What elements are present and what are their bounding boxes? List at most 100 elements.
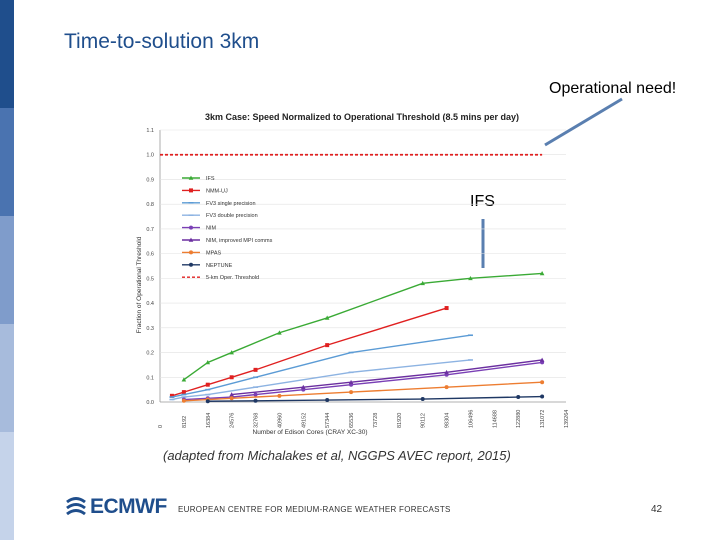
ecmwf-logo-text: ECMWF <box>90 495 167 518</box>
data-point <box>253 367 258 372</box>
x-tick-label: 24576 <box>230 413 236 428</box>
legend-entry: NIM, improved MPI comms <box>206 238 273 244</box>
data-point <box>325 343 330 348</box>
x-tick-label: 73728 <box>373 413 379 428</box>
legend-entry: NIM <box>206 226 217 232</box>
x-tick-label: 90112 <box>421 413 427 428</box>
x-tick-label: 122880 <box>516 410 522 428</box>
data-point <box>188 175 194 180</box>
x-tick-label: 98304 <box>445 413 451 428</box>
legend-entry: MPAS <box>206 250 222 256</box>
data-point <box>467 334 473 337</box>
data-point <box>205 399 210 404</box>
footer-organisation: EUROPEAN CENTRE FOR MEDIUM-RANGE WEATHER… <box>178 505 451 514</box>
data-point <box>349 390 354 395</box>
x-tick-label: 40960 <box>277 413 283 428</box>
y-tick-label: 0.2 <box>146 351 154 357</box>
data-point <box>540 380 545 385</box>
y-tick-label: 0.3 <box>146 326 154 332</box>
data-point <box>277 330 282 335</box>
data-point <box>444 369 449 375</box>
x-tick-label: 65536 <box>349 413 355 428</box>
y-tick-label: 0.6 <box>146 252 154 258</box>
x-tick-label: 106496 <box>468 410 474 428</box>
y-tick-label: 0.9 <box>146 177 154 183</box>
data-point <box>189 188 193 193</box>
ifs-callout: IFS <box>470 193 495 210</box>
data-point <box>300 384 306 389</box>
legend-entry: IFS <box>206 176 215 182</box>
data-point <box>205 393 211 396</box>
data-point <box>229 350 234 355</box>
data-point <box>444 306 449 311</box>
x-tick-label: 139264 <box>564 410 570 428</box>
data-point <box>205 382 210 387</box>
data-point <box>229 396 234 401</box>
data-point <box>348 379 354 385</box>
data-point <box>169 396 175 398</box>
x-tick-label: 16384 <box>206 413 212 428</box>
data-point <box>181 396 187 398</box>
data-point <box>181 398 186 403</box>
legend-entry: NMM-UJ <box>206 188 228 194</box>
y-tick-label: 0.7 <box>146 227 154 233</box>
data-point <box>205 360 211 365</box>
data-point <box>188 237 194 242</box>
data-point <box>348 351 354 354</box>
x-tick-label: 0 <box>158 425 164 428</box>
legend-entry: FV3 single precision <box>206 201 256 207</box>
chart-title: 3km Case: Speed Normalized to Operationa… <box>205 112 519 122</box>
slide-title: Time-to-solution 3km <box>64 30 260 53</box>
legend-entry: 5-km Oper. Threshold <box>206 275 259 281</box>
data-point <box>420 397 425 402</box>
ecmwf-logo-mark <box>66 497 86 516</box>
x-tick-label: 114688 <box>492 410 498 428</box>
data-point <box>181 393 187 396</box>
x-axis-label: Number of Edison Cores (CRAY XC-30) <box>253 429 368 436</box>
sidebar-segment <box>0 432 14 540</box>
data-point <box>253 398 258 403</box>
data-point <box>188 214 194 216</box>
data-point <box>420 280 426 286</box>
data-point <box>169 393 174 398</box>
sidebar-segment <box>0 324 14 432</box>
data-point <box>188 202 194 204</box>
data-point <box>253 392 258 397</box>
x-tick-label: 131072 <box>540 410 546 428</box>
y-tick-label: 0.0 <box>146 400 154 406</box>
data-point <box>229 375 234 380</box>
data-point <box>205 388 211 391</box>
data-point <box>539 357 545 362</box>
data-point <box>189 225 193 230</box>
series-line <box>183 272 543 381</box>
data-point <box>540 394 545 399</box>
data-point <box>189 250 193 255</box>
operational-need-arrow <box>544 97 623 147</box>
data-point <box>189 262 193 267</box>
legend-entry: FV3 double precision <box>206 213 258 219</box>
x-tick-label: 8192 <box>182 416 188 428</box>
data-point <box>539 271 545 276</box>
data-point <box>325 398 330 403</box>
data-point <box>229 392 234 397</box>
x-tick-label: 57344 <box>325 413 331 428</box>
y-tick-label: 0.5 <box>146 276 154 282</box>
x-tick-label: 49152 <box>301 413 307 428</box>
series-line <box>207 395 543 402</box>
y-tick-label: 0.1 <box>146 375 154 381</box>
data-point <box>253 376 259 379</box>
y-tick-label: 0.8 <box>146 202 154 208</box>
data-point <box>181 390 186 395</box>
operational-need-callout: Operational need! <box>549 80 677 97</box>
data-point <box>467 359 473 361</box>
y-axis-label: Fraction of Operational Threshold <box>136 236 143 333</box>
data-point <box>277 393 282 398</box>
sidebar-decoration <box>0 0 14 540</box>
sidebar-segment <box>0 0 14 108</box>
series-line <box>183 361 543 401</box>
sidebar-segment <box>0 108 14 216</box>
data-point <box>468 275 473 281</box>
data-point <box>253 386 259 388</box>
x-tick-label: 32768 <box>254 413 260 428</box>
series-line <box>171 307 447 397</box>
